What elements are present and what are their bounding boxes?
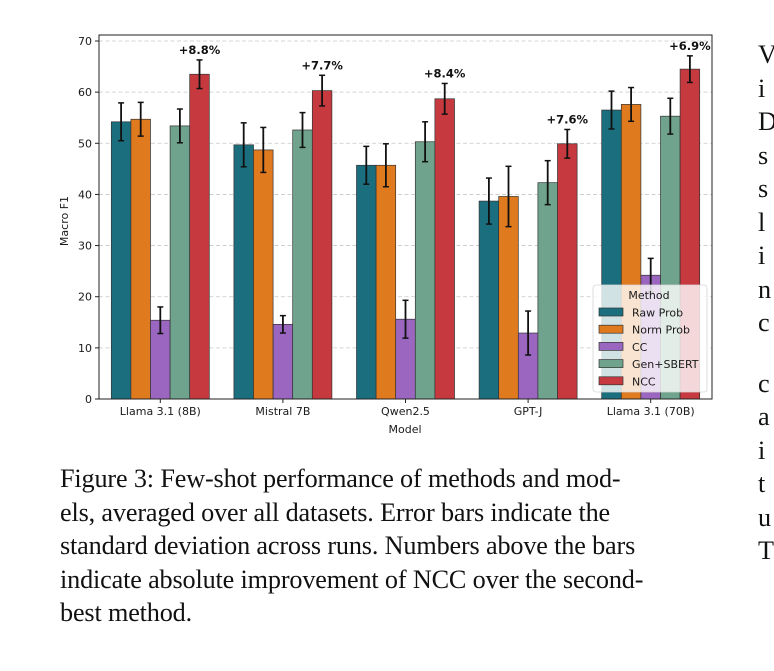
improvement-label: +8.8% (179, 43, 221, 57)
caption-line: best method. (60, 598, 193, 627)
bar-chart: +8.8% +7.7% +8.4% +7.6% +6.9% 0 10 20 30 40 50 60 7… (58, 34, 713, 436)
legend-swatch (598, 324, 624, 334)
x-tick-label: Mistral 7B (255, 405, 310, 418)
legend-label: Norm Prob (632, 324, 690, 337)
y-tick-label: 30 (78, 240, 92, 253)
bar-norm-prob (375, 164, 397, 400)
legend-label: CC (632, 341, 648, 354)
legend-swatch (598, 307, 624, 317)
legend-swatch (598, 359, 624, 368)
bar-ncc (189, 73, 210, 400)
x-ticks: Llama 3.1 (8B) Mistral 7B Qwen2.5 GPT-J Llam… (120, 399, 695, 418)
column-fragment: l (758, 207, 766, 237)
bar-ncc (557, 143, 578, 400)
column-fragment (758, 340, 774, 367)
column-fragment: c (758, 308, 770, 337)
x-tick-label: Llama 3.1 (8B) (120, 405, 201, 418)
column-fragment: i (758, 435, 766, 465)
y-tick-label: 20 (78, 291, 92, 304)
bar-raw-prob (110, 121, 132, 400)
bar-gen-sbert (537, 182, 558, 400)
column-fragment: i (758, 241, 766, 270)
legend: Method Raw Prob Norm Prob CC Gen+SBERT NCC (592, 284, 708, 393)
bar-raw-prob (356, 164, 377, 400)
x-tick-label: Llama 3.1 (70B) (607, 405, 695, 418)
bar-ncc (311, 90, 333, 400)
column-fragment: s (758, 174, 769, 203)
column-fragment: D (758, 107, 774, 136)
bar-gen-sbert (169, 125, 191, 400)
improvement-label: +8.4% (424, 66, 466, 80)
improvement-label: +6.9% (669, 39, 711, 53)
column-fragment: i (758, 73, 766, 103)
column-fragment: t (758, 469, 766, 498)
y-tick-label: 50 (78, 137, 92, 150)
y-ticks: 0 10 20 30 40 50 60 70 (78, 35, 99, 406)
y-tick-label: 10 (78, 342, 92, 355)
bars (110, 68, 701, 400)
y-tick-label: 70 (78, 35, 92, 48)
y-axis-label: Macro F1 (58, 196, 71, 246)
x-tick-label: Qwen2.5 (381, 405, 430, 418)
caption-line: els, averaged over all datasets. Error b… (60, 497, 611, 527)
improvement-label: +7.7% (301, 58, 343, 72)
improvement-label: +7.6% (547, 112, 589, 126)
column-fragment: a (758, 402, 770, 431)
legend-label: Raw Prob (632, 307, 683, 320)
bar-raw-prob (478, 200, 500, 400)
caption-line: indicate absolute improvement of NCC ove… (60, 564, 644, 594)
column-fragment: c (758, 368, 770, 398)
figure-caption: Figure 3: Few-shot performance of method… (60, 462, 724, 630)
legend-title: Method (628, 289, 669, 302)
bar-norm-prob (253, 149, 274, 400)
legend-swatch (598, 376, 624, 386)
bar-gen-sbert (292, 129, 313, 400)
y-tick-label: 40 (78, 188, 92, 201)
bar-gen-sbert (414, 141, 436, 400)
column-fragment: n (758, 274, 772, 304)
caption-line: Figure 3: Few-shot performance of method… (60, 464, 621, 493)
x-tick-label: GPT-J (514, 405, 543, 418)
caption-line: standard deviation across runs. Numbers … (60, 531, 636, 560)
column-fragment: T (758, 536, 774, 565)
x-axis-label: Model (388, 423, 421, 436)
bar-raw-prob (233, 144, 254, 400)
legend-label: Gen+SBERT (632, 358, 699, 371)
bar-ncc (434, 98, 455, 400)
bar-norm-prob (130, 118, 151, 400)
y-tick-label: 0 (85, 393, 92, 406)
column-fragment: V (758, 40, 774, 69)
column-fragment: u (758, 502, 772, 532)
legend-label: NCC (632, 375, 656, 388)
annotations: +8.8% +7.7% +8.4% +7.6% +6.9% (179, 39, 711, 127)
bar-cc (272, 323, 294, 400)
legend-swatch (598, 342, 624, 351)
y-tick-label: 60 (78, 86, 92, 99)
column-fragment: s (758, 140, 769, 170)
